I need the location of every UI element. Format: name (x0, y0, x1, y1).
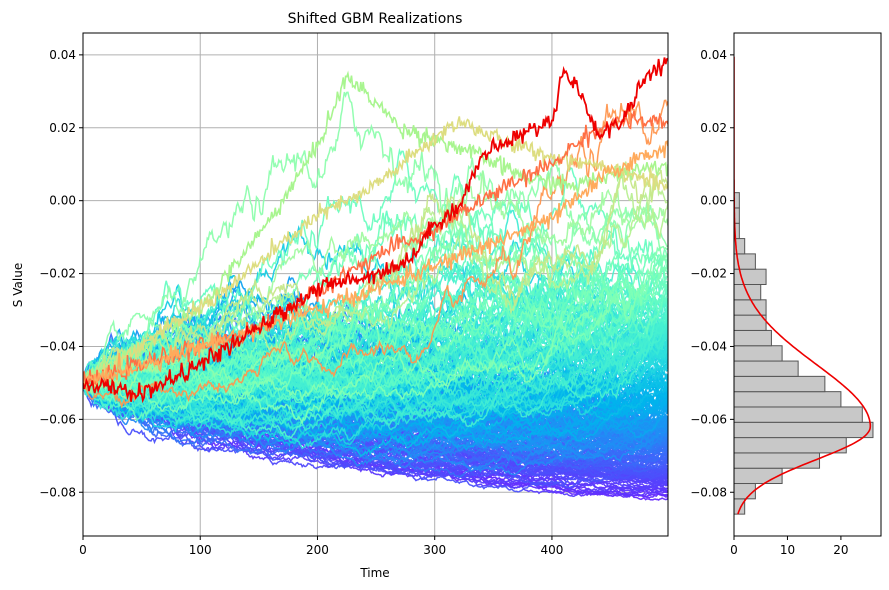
histogram-y-ticks: −0.08 −0.06 −0.04 −0.02 0.00 0.02 0.04 (690, 48, 734, 499)
y-tick-label: 0.00 (49, 194, 76, 208)
hist-x-tick-label: 20 (833, 543, 848, 557)
hist-y-tick-label: 0.04 (700, 48, 727, 62)
sample-path (83, 116, 668, 387)
hist-y-tick-label: −0.02 (690, 267, 727, 281)
density-curve (734, 56, 872, 515)
y-tick-label: −0.04 (39, 339, 76, 353)
histogram-bar (734, 360, 799, 377)
hist-y-tick-label: −0.06 (690, 412, 727, 426)
histogram-x-ticks: 0 10 20 (730, 536, 849, 557)
y-tick-label: −0.06 (39, 412, 76, 426)
histogram-bar (734, 345, 783, 362)
x-tick-label: 400 (540, 543, 563, 557)
gbm-path (83, 210, 668, 386)
x-axis-label: Time (359, 566, 389, 580)
hist-y-tick-label: −0.04 (690, 339, 727, 353)
x-tick-label: 0 (79, 543, 87, 557)
hist-y-tick-label: 0.02 (700, 121, 727, 135)
gbm-path (83, 329, 668, 410)
histogram-bars (734, 192, 874, 515)
hist-x-tick-label: 0 (730, 543, 738, 557)
gbm-path (83, 258, 668, 385)
gbm-path (83, 382, 668, 493)
histogram-bar (734, 421, 874, 439)
chart-title: Shifted GBM Realizations (288, 11, 463, 27)
histogram-bar (734, 375, 826, 393)
density-curve-line (734, 56, 872, 515)
histogram-bar (734, 299, 767, 316)
histogram-bar (734, 329, 772, 347)
histogram-bar (734, 192, 740, 209)
main-plot-frame (82, 32, 669, 537)
histogram-bar (734, 483, 756, 500)
sample-path (83, 140, 668, 391)
main-y-ticks: −0.08 −0.06 −0.04 −0.02 0.00 0.02 0.04 (39, 48, 83, 499)
sample-path (83, 70, 668, 389)
x-tick-label: 200 (306, 543, 329, 557)
histogram-plot: 0 10 20 −0.08 −0.06 −0.04 −0.02 0.00 0.02 0.04 (690, 32, 882, 557)
gbm-path (83, 379, 668, 458)
gbm-path (83, 216, 668, 384)
main-plot: 0 100 200 300 400 −0.08 −0.06 −0.04 −0.02 0.00 0.… (11, 11, 669, 580)
gbm-paths (83, 57, 668, 501)
histogram-bar (734, 314, 767, 331)
y-axis-label: S Value (11, 263, 25, 307)
main-x-ticks: 0 100 200 300 400 (79, 536, 563, 557)
y-tick-label: 0.04 (49, 48, 76, 62)
x-tick-label: 300 (423, 543, 446, 557)
highlight-path (83, 57, 668, 404)
gbm-path (83, 91, 668, 387)
histogram-bar (734, 467, 783, 485)
y-tick-label: −0.08 (39, 485, 76, 499)
histogram-bar (734, 391, 842, 408)
hist-x-tick-label: 10 (780, 543, 795, 557)
gbm-path (83, 161, 668, 384)
hist-y-tick-label: −0.08 (690, 485, 727, 499)
x-tick-label: 100 (189, 543, 212, 557)
gbm-path (83, 254, 668, 426)
histogram-bar (734, 437, 847, 454)
y-tick-label: 0.02 (49, 121, 76, 135)
y-tick-label: −0.02 (39, 267, 76, 281)
histogram-bar (734, 268, 767, 286)
histogram-bar (734, 406, 863, 423)
hist-y-tick-label: 0.00 (700, 194, 727, 208)
histogram-bar (734, 452, 821, 469)
histogram-frame (733, 32, 882, 537)
